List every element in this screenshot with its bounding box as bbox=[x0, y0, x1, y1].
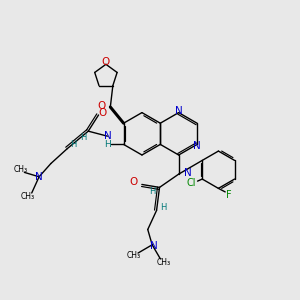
Text: N: N bbox=[175, 106, 182, 116]
Text: O: O bbox=[98, 100, 106, 110]
Text: O: O bbox=[98, 108, 106, 118]
Text: H: H bbox=[70, 140, 76, 149]
Text: CH₃: CH₃ bbox=[21, 192, 35, 201]
Text: H: H bbox=[160, 203, 166, 212]
Text: N: N bbox=[35, 172, 43, 182]
Text: O: O bbox=[102, 57, 110, 67]
Text: N: N bbox=[150, 241, 158, 251]
Text: N: N bbox=[103, 131, 111, 141]
Text: N: N bbox=[193, 142, 201, 152]
Text: CH₃: CH₃ bbox=[157, 258, 171, 267]
Text: Cl: Cl bbox=[186, 178, 196, 188]
Text: F: F bbox=[226, 190, 232, 200]
Text: H: H bbox=[80, 133, 86, 142]
Text: CH₃: CH₃ bbox=[127, 251, 141, 260]
Text: H: H bbox=[104, 140, 111, 149]
Text: N: N bbox=[184, 168, 192, 178]
Text: O: O bbox=[129, 177, 137, 187]
Text: CH₃: CH₃ bbox=[14, 165, 28, 174]
Text: H: H bbox=[149, 187, 155, 196]
